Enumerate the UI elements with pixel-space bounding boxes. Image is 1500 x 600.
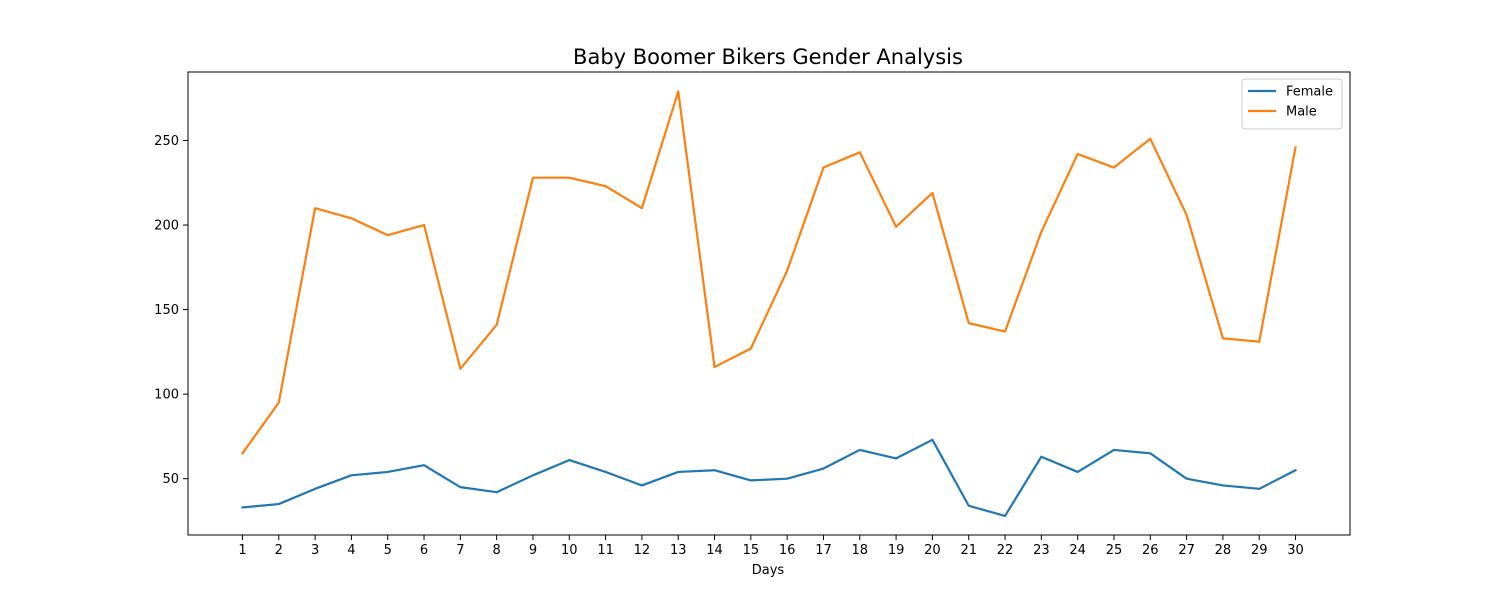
x-tick-label: 19: [888, 543, 905, 558]
y-axis: 50 100 150 200 250: [154, 134, 188, 487]
x-tick-label: 11: [597, 543, 614, 558]
x-tick-label: 30: [1287, 543, 1304, 558]
x-axis-title: Days: [752, 563, 785, 578]
x-tick-label: 7: [456, 543, 464, 558]
y-tick-label: 250: [154, 134, 179, 149]
x-tick-label: 29: [1251, 543, 1268, 558]
x-tick-label: 6: [420, 543, 428, 558]
x-tick-label: 1: [238, 543, 246, 558]
chart-title: Baby Boomer Bikers Gender Analysis: [573, 45, 963, 69]
y-tick-label: 200: [154, 219, 179, 234]
x-tick-label: 3: [311, 543, 319, 558]
x-tick-label: 15: [743, 543, 760, 558]
x-tick-label: 2: [275, 543, 283, 558]
y-tick-label: 50: [162, 472, 179, 487]
x-tick-label: 25: [1106, 543, 1123, 558]
x-tick-label: 24: [1069, 543, 1086, 558]
x-tick-label: 16: [779, 543, 796, 558]
x-tick-label: 14: [706, 543, 723, 558]
x-tick-label: 17: [815, 543, 832, 558]
x-tick-label: 20: [924, 543, 941, 558]
legend: Female Male: [1241, 78, 1343, 130]
x-axis: 1 2 3 4 5 6 7 8 9 10 11 12 13 14 15 16 17 18 19 20 21 22 23 24 2…: [238, 535, 1304, 558]
x-tick-label: 10: [561, 543, 578, 558]
y-tick-label: 150: [154, 303, 179, 318]
x-tick-label: 26: [1142, 543, 1159, 558]
legend-label-female: Female: [1286, 85, 1333, 100]
x-tick-label: 13: [670, 543, 687, 558]
x-tick-label: 5: [384, 543, 392, 558]
series-line-male: [240, 90, 1297, 455]
series-layer: [240, 90, 1298, 517]
plot-area-frame: [187, 71, 1351, 536]
x-tick-label: 28: [1215, 543, 1232, 558]
series-line-female: [241, 438, 1298, 517]
x-tick-label: 23: [1033, 543, 1050, 558]
x-tick-label: 18: [852, 543, 869, 558]
x-tick-label: 9: [529, 543, 537, 558]
legend-label-male: Male: [1286, 105, 1317, 120]
x-tick-label: 8: [493, 543, 501, 558]
y-tick-label: 100: [154, 388, 179, 403]
x-tick-label: 27: [1178, 543, 1195, 558]
x-tick-label: 12: [634, 543, 651, 558]
x-tick-label: 22: [997, 543, 1014, 558]
x-tick-label: 4: [347, 543, 355, 558]
x-tick-label: 21: [960, 543, 977, 558]
